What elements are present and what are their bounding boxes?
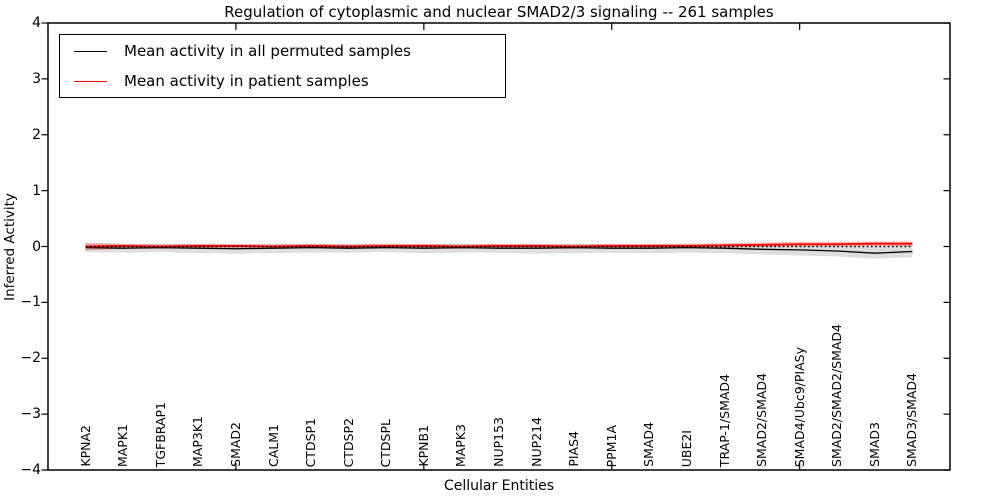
- y-tick-label: 1: [32, 182, 41, 199]
- legend-label-patient: Mean activity in patient samples: [124, 72, 369, 90]
- x-tick-label: SMAD2/SMAD2/SMAD4: [829, 324, 845, 467]
- x-tick-label: NUP153: [491, 417, 506, 467]
- x-tick-label: CTDSPL: [378, 418, 394, 467]
- y-tick-label: 2: [32, 126, 41, 143]
- x-tick-label: MAPK3: [453, 423, 469, 467]
- x-tick-label: CTDSP2: [340, 417, 356, 467]
- x-tick-label: CALM1: [265, 424, 281, 467]
- legend-label-permuted: Mean activity in all permuted samples: [124, 42, 411, 60]
- x-tick-label: UBE2I: [678, 429, 694, 467]
- y-tick-label: 4: [32, 15, 41, 31]
- x-tick-label: PIAS4: [566, 431, 582, 467]
- series-line-1: [85, 242, 913, 248]
- x-tick-label: SMAD2: [227, 422, 243, 467]
- x-tick-label: KPNB1: [415, 425, 431, 467]
- y-tick-label: −3: [20, 406, 41, 423]
- x-tick-label: TGFBRAP1: [152, 401, 168, 467]
- x-tick-label: NUP214: [528, 417, 544, 467]
- x-tick-label: TRAP-1/SMAD4: [716, 373, 732, 467]
- y-tick-label: −2: [20, 350, 41, 367]
- series-line-0: [85, 246, 913, 254]
- x-tick-label: SMAD2/SMAD4: [754, 373, 770, 467]
- chart-title: Regulation of cytoplasmic and nuclear SM…: [224, 3, 774, 21]
- x-tick-label: SMAD4: [641, 422, 657, 467]
- y-tick-label: 0: [32, 238, 41, 255]
- legend-entry-permuted: Mean activity in all permuted samples: [60, 37, 505, 65]
- legend-line-sample-red: [74, 80, 107, 82]
- y-tick-label: −4: [20, 462, 41, 478]
- x-tick-label: KPNA2: [77, 425, 93, 467]
- x-tick-label: SMAD3: [866, 422, 882, 467]
- y-tick-label: 3: [32, 70, 41, 87]
- x-axis-label: Cellular Entities: [443, 478, 555, 494]
- x-tick-label: SMAD3/SMAD4: [904, 373, 920, 467]
- y-tick-label: −1: [20, 294, 41, 311]
- legend-box: Mean activity in all permuted samples Me…: [59, 34, 506, 98]
- legend-line-sample-black: [74, 50, 107, 52]
- legend-entry-patient: Mean activity in patient samples: [60, 67, 505, 95]
- x-tick-label: PPM1A: [603, 424, 619, 467]
- x-tick-label: SMAD4/Ubc9/PIASy: [791, 346, 807, 467]
- x-tick-label: CTDSP1: [303, 417, 319, 467]
- x-tick-label: MAPK1: [115, 423, 131, 467]
- x-tick-label: MAP3K1: [190, 416, 206, 467]
